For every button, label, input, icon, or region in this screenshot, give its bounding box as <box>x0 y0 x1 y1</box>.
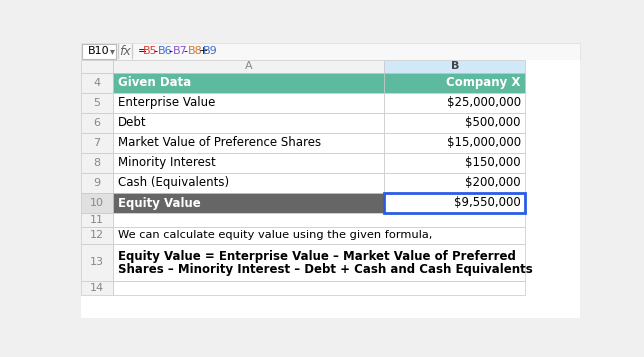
Bar <box>80 93 113 113</box>
Text: ▾: ▾ <box>110 46 115 56</box>
Text: 14: 14 <box>90 283 104 293</box>
Bar <box>113 60 384 73</box>
Bar <box>384 60 526 73</box>
Text: 13: 13 <box>90 257 104 267</box>
Bar <box>113 153 384 173</box>
Text: 9: 9 <box>93 178 100 188</box>
Text: B6: B6 <box>158 46 173 56</box>
Bar <box>80 60 113 73</box>
Bar <box>80 43 580 60</box>
Bar <box>113 113 384 133</box>
Bar <box>80 73 113 93</box>
Text: 5: 5 <box>93 98 100 108</box>
Text: Shares – Minority Interest – Debt + Cash and Cash Equivalents: Shares – Minority Interest – Debt + Cash… <box>118 263 533 276</box>
Text: 7: 7 <box>93 138 100 148</box>
Bar <box>80 193 113 213</box>
Bar <box>80 173 113 193</box>
Bar <box>384 113 526 133</box>
Bar <box>384 133 526 153</box>
Bar <box>113 213 526 227</box>
Bar <box>80 281 113 295</box>
Text: A: A <box>245 61 252 71</box>
Text: B10: B10 <box>88 46 110 56</box>
Text: $15,000,000: $15,000,000 <box>446 136 521 150</box>
Text: -: - <box>168 46 172 56</box>
Bar <box>384 193 526 213</box>
Text: 12: 12 <box>90 230 104 240</box>
Bar <box>113 227 526 244</box>
Text: +: + <box>198 46 207 56</box>
Text: Cash (Equivalents): Cash (Equivalents) <box>118 176 229 190</box>
Text: 8: 8 <box>93 158 100 168</box>
Text: $500,000: $500,000 <box>465 116 521 130</box>
Bar <box>384 153 526 173</box>
Bar <box>384 93 526 113</box>
Text: Debt: Debt <box>118 116 146 130</box>
Text: 4: 4 <box>93 78 100 88</box>
Bar <box>80 133 113 153</box>
Bar <box>384 173 526 193</box>
Text: -: - <box>153 46 157 56</box>
Text: -: - <box>183 46 187 56</box>
Text: Equity Value: Equity Value <box>118 196 200 210</box>
Bar <box>113 93 384 113</box>
Text: B5: B5 <box>143 46 158 56</box>
Text: B: B <box>451 61 459 71</box>
Bar <box>384 73 526 93</box>
Text: Company X: Company X <box>446 76 521 89</box>
Text: $9,550,000: $9,550,000 <box>454 196 521 210</box>
Bar <box>113 73 384 93</box>
Text: B9: B9 <box>204 46 218 56</box>
Text: Given Data: Given Data <box>118 76 191 89</box>
Text: We can calculate equity value using the given formula,: We can calculate equity value using the … <box>118 230 432 240</box>
Text: B8: B8 <box>188 46 203 56</box>
Bar <box>113 244 526 281</box>
Bar <box>80 113 113 133</box>
Text: Minority Interest: Minority Interest <box>118 156 216 170</box>
Bar <box>80 244 113 281</box>
Text: Market Value of Preference Shares: Market Value of Preference Shares <box>118 136 321 150</box>
Bar <box>80 213 113 227</box>
Text: $25,000,000: $25,000,000 <box>446 96 521 109</box>
Text: 10: 10 <box>90 198 104 208</box>
Text: $150,000: $150,000 <box>465 156 521 170</box>
Bar <box>80 227 113 244</box>
Text: Equity Value = Enterprise Value – Market Value of Preferred: Equity Value = Enterprise Value – Market… <box>118 250 516 263</box>
Text: B7: B7 <box>173 46 188 56</box>
Text: =: = <box>138 46 147 56</box>
Text: Enterprise Value: Enterprise Value <box>118 96 215 109</box>
Bar <box>113 281 526 295</box>
Bar <box>82 44 116 59</box>
Text: fx: fx <box>118 45 131 58</box>
Text: 6: 6 <box>93 118 100 128</box>
Bar <box>113 133 384 153</box>
Bar <box>80 153 113 173</box>
Text: $200,000: $200,000 <box>465 176 521 190</box>
Bar <box>113 173 384 193</box>
Bar <box>113 193 384 213</box>
Text: 11: 11 <box>90 215 104 225</box>
